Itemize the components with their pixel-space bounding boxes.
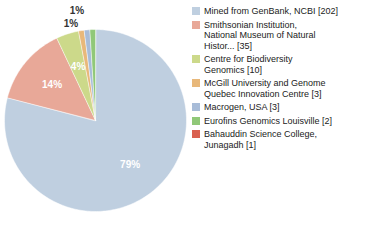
html-text:Macrogen, USA [3]: Macrogen, USA [3] bbox=[204, 102, 280, 112]
svg-text:4%: 4% bbox=[71, 61, 86, 72]
html-text:Centre for Biodiversity Genomi: Centre for Biodiversity Genomics [10] bbox=[204, 54, 293, 75]
svg-text:1%: 1% bbox=[64, 18, 79, 29]
html-text:Eurofins Genomics Louisville [: Eurofins Genomics Louisville [2] bbox=[204, 115, 333, 126]
html-text:Smithsonian Institution, Natio: Smithsonian Institution, National Museum… bbox=[204, 19, 316, 51]
html-text:Bahauddin Science College, Jun: Bahauddin Science College, Junagadh [1] bbox=[204, 129, 318, 150]
html-text:McGill University and Genome Q: McGill University and Genome Quebec Inno… bbox=[204, 78, 326, 99]
svg-text:79%: 79% bbox=[120, 159, 140, 170]
html-text:Mined from GenBank, NCBI [202]: Mined from GenBank, NCBI [202] bbox=[204, 6, 339, 16]
svg-text:1%: 1% bbox=[70, 5, 85, 16]
svg-text:14%: 14% bbox=[42, 79, 62, 90]
